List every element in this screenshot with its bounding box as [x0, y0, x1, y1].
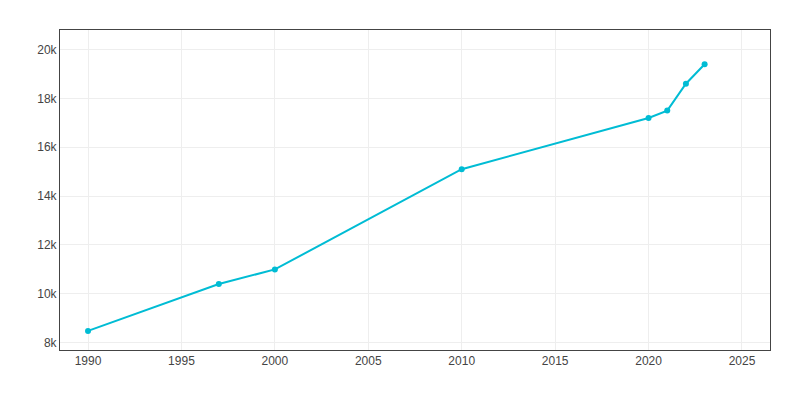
svg-text:2000: 2000	[262, 354, 289, 368]
svg-text:2020: 2020	[635, 354, 662, 368]
svg-text:14k: 14k	[37, 189, 57, 203]
svg-text:2015: 2015	[542, 354, 569, 368]
svg-text:20k: 20k	[37, 43, 57, 57]
svg-text:10k: 10k	[37, 287, 57, 301]
svg-text:18k: 18k	[37, 92, 57, 106]
svg-text:16k: 16k	[37, 140, 57, 154]
svg-text:8k: 8k	[44, 336, 58, 350]
svg-text:1990: 1990	[75, 354, 102, 368]
svg-text:2010: 2010	[448, 354, 475, 368]
svg-text:1995: 1995	[168, 354, 195, 368]
svg-text:2005: 2005	[355, 354, 382, 368]
svg-text:2025: 2025	[729, 354, 756, 368]
svg-text:12k: 12k	[37, 238, 57, 252]
